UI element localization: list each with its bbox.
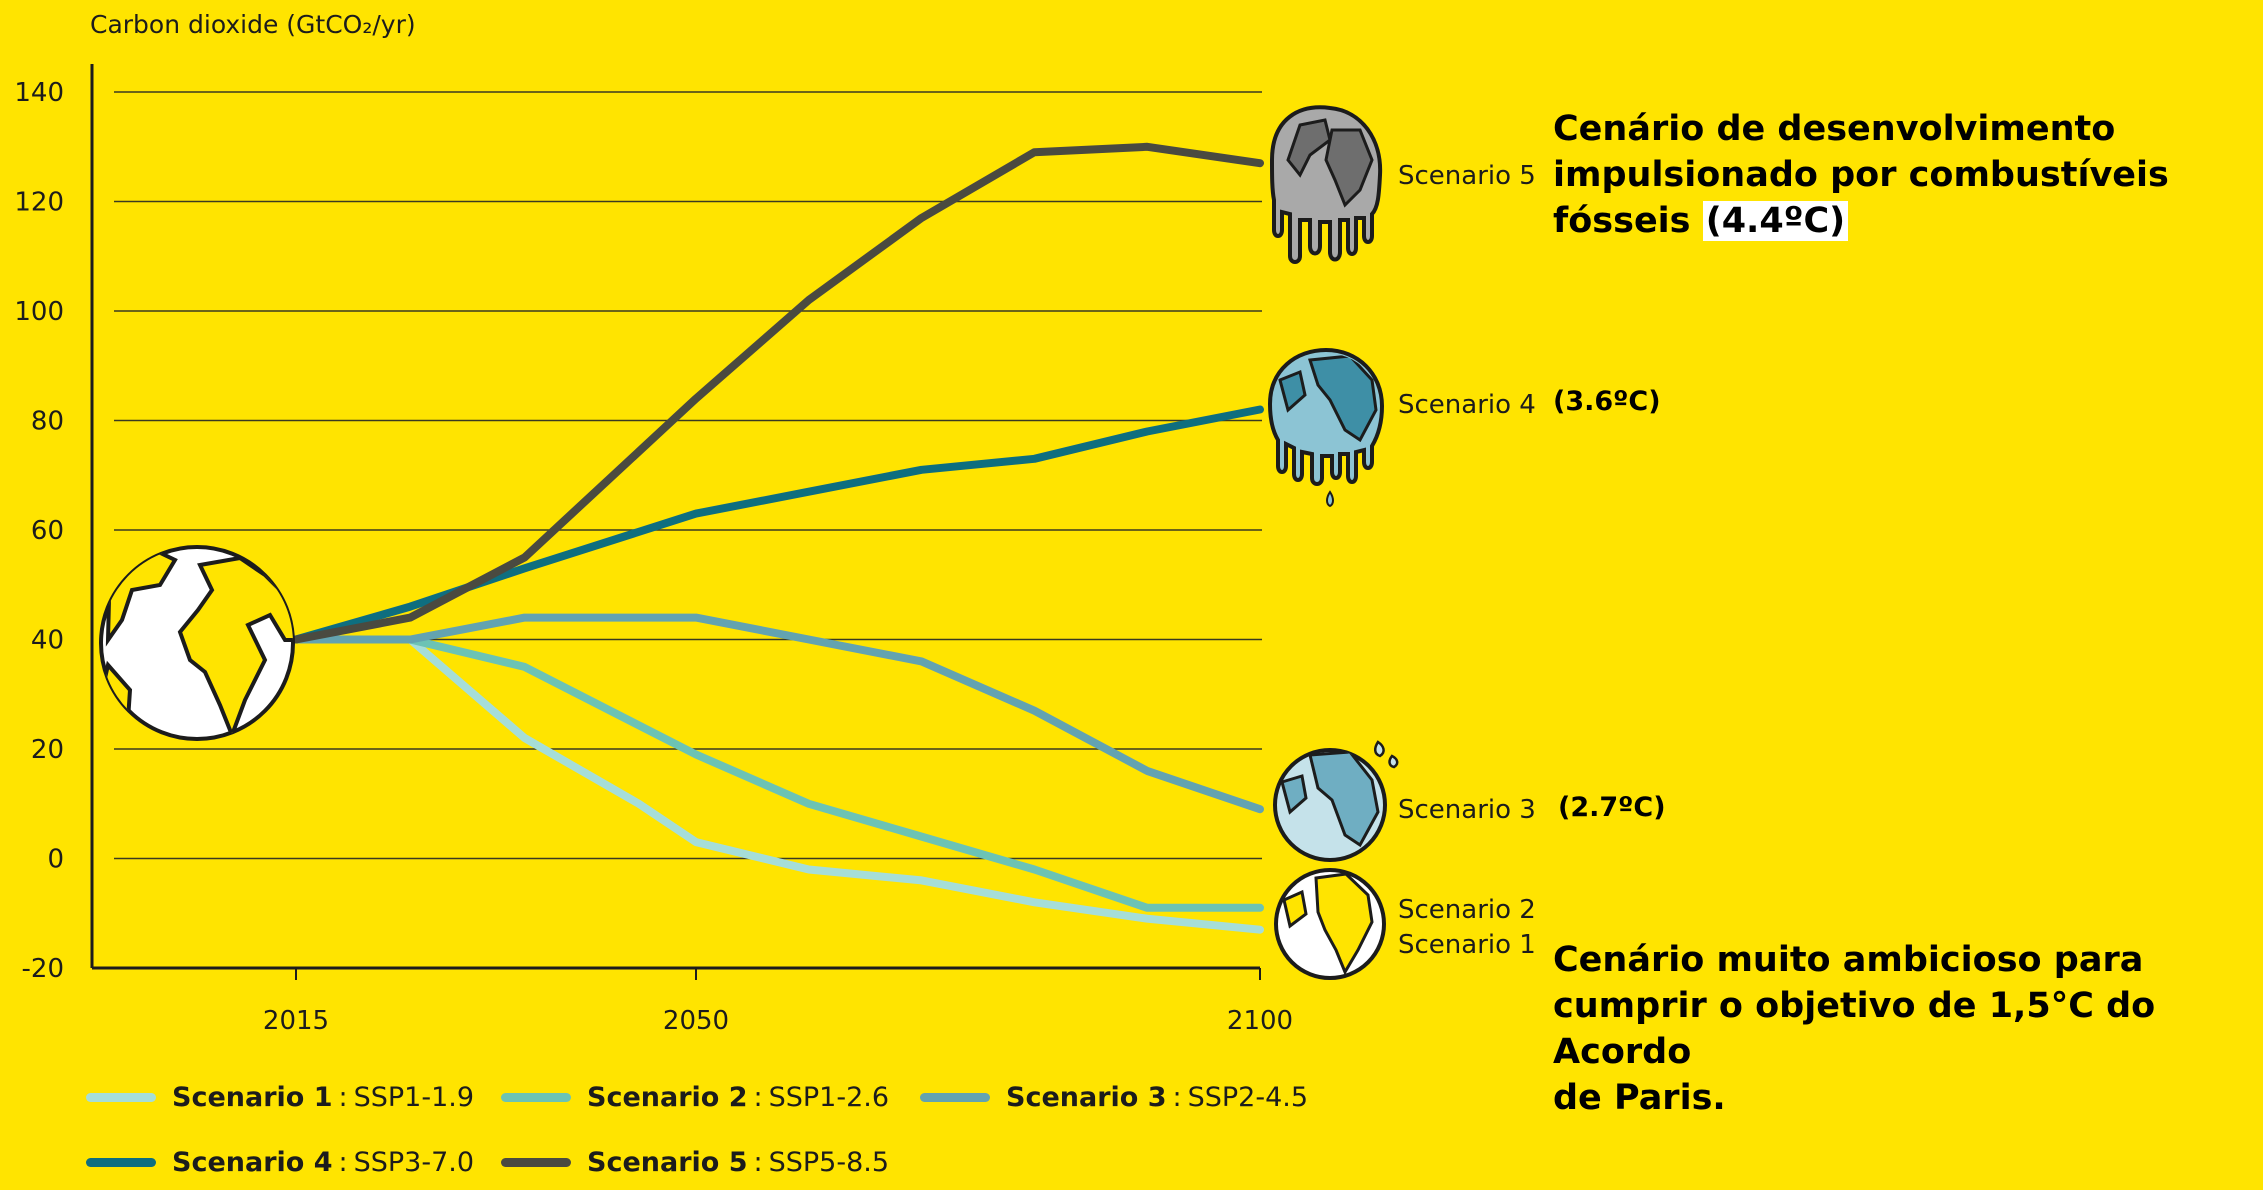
- legend-item-scenario-1: Scenario 1: SSP1-1.9: [86, 1082, 474, 1113]
- y-tick-label: 60: [31, 516, 64, 546]
- y-tick-label: 100: [14, 297, 64, 327]
- series-lines: [292, 142, 1264, 934]
- y-tick-label: 120: [14, 188, 64, 218]
- legend-swatch-scenario-4: [86, 1158, 156, 1167]
- x-tick-labels: 2015 2050 2100: [263, 968, 1293, 1036]
- earth-yellow-small-icon: [1274, 868, 1386, 980]
- scenario-3-label: Scenario 3: [1398, 795, 1536, 825]
- earth-melting-grey-icon: [1269, 105, 1383, 264]
- scenario-4-label: Scenario 4: [1398, 390, 1536, 420]
- scenario-1-annotation-line3: de Paris.: [1553, 1078, 1726, 1118]
- earth-melting-blue-icon: [1267, 347, 1385, 508]
- legend-item-scenario-3: Scenario 3: SSP2-4.5: [920, 1082, 1308, 1113]
- scenario-5-temp: (4.4ºC): [1702, 201, 1849, 241]
- earth-sweating-icon: [1273, 740, 1399, 862]
- legend-item-scenario-2: Scenario 2: SSP1-2.6: [501, 1082, 889, 1113]
- y-axis-title: Carbon dioxide (GtCO₂/yr): [90, 10, 416, 39]
- legend-sep: :: [1172, 1082, 1182, 1113]
- axes: [90, 64, 1260, 970]
- legend-name: Scenario 3: [1006, 1082, 1167, 1113]
- series-line-scenario-1: [292, 635, 1264, 934]
- scenario-4-temp: (3.6ºC): [1553, 386, 1661, 417]
- y-tick-label: 40: [31, 626, 64, 656]
- legend-sep: :: [753, 1082, 763, 1113]
- legend-swatch-scenario-1: [86, 1093, 156, 1102]
- gridlines: [114, 91, 1262, 860]
- series-line-scenario-5: [292, 142, 1264, 644]
- scenario-1-label: Scenario 1: [1398, 930, 1536, 960]
- scenario-1-annotation-line1: Cenário muito ambicioso para: [1553, 940, 2144, 980]
- y-tick-label: 0: [47, 845, 64, 875]
- scenario-1-annotation-line2: cumprir o objetivo de 1,5°C do Acordo: [1553, 986, 2156, 1072]
- legend-swatch-scenario-2: [501, 1093, 571, 1102]
- y-tick-label: 80: [31, 407, 64, 437]
- legend-name: Scenario 2: [587, 1082, 748, 1113]
- scenario-5-annotation-line3-text: fósseis: [1553, 201, 1691, 241]
- legend-name: Scenario 5: [587, 1147, 748, 1178]
- legend-item-scenario-4: Scenario 4: SSP3-7.0: [86, 1147, 474, 1178]
- legend-name: Scenario 1: [172, 1082, 333, 1113]
- y-tick-labels: 140 120 100 80 60 40 20 0 -20: [14, 78, 64, 984]
- legend-code: SSP3-7.0: [353, 1147, 475, 1178]
- legend-swatch-scenario-3: [920, 1093, 990, 1102]
- scenario-2-label: Scenario 2: [1398, 895, 1536, 925]
- earth-yellow-icon: [99, 545, 295, 741]
- legend-code: SSP1-1.9: [353, 1082, 475, 1113]
- scenario-3-temp: (2.7ºC): [1558, 792, 1666, 823]
- scenario-5-annotation-line3: fósseis (4.4ºC): [1553, 198, 2253, 244]
- legend-code: SSP5-8.5: [768, 1147, 890, 1178]
- legend-code: SSP1-2.6: [768, 1082, 890, 1113]
- x-tick-label: 2100: [1227, 1006, 1293, 1036]
- legend-name: Scenario 4: [172, 1147, 333, 1178]
- legend-sep: :: [338, 1147, 348, 1178]
- x-tick-label: 2050: [663, 1006, 729, 1036]
- scenario-5-label: Scenario 5: [1398, 161, 1536, 191]
- x-tick-label: 2015: [263, 1006, 329, 1036]
- legend-sep: :: [338, 1082, 348, 1113]
- legend-item-scenario-5: Scenario 5: SSP5-8.5: [501, 1147, 889, 1178]
- y-tick-label: 20: [31, 735, 64, 765]
- legend-swatch-scenario-5: [501, 1158, 571, 1167]
- scenario-5-annotation-line2: impulsionado por combustíveis: [1553, 155, 2169, 195]
- legend-code: SSP2-4.5: [1187, 1082, 1309, 1113]
- series-line-scenario-2: [292, 635, 1264, 912]
- y-tick-label: -20: [22, 954, 64, 984]
- legend-sep: :: [753, 1147, 763, 1178]
- scenario-5-annotation: Cenário de desenvolvimento impulsionado …: [1553, 106, 2253, 244]
- y-tick-label: 140: [14, 78, 64, 108]
- scenario-1-annotation: Cenário muito ambicioso para cumprir o o…: [1553, 937, 2253, 1121]
- series-line-scenario-3: [292, 613, 1264, 814]
- scenario-5-annotation-line1: Cenário de desenvolvimento: [1553, 109, 2116, 149]
